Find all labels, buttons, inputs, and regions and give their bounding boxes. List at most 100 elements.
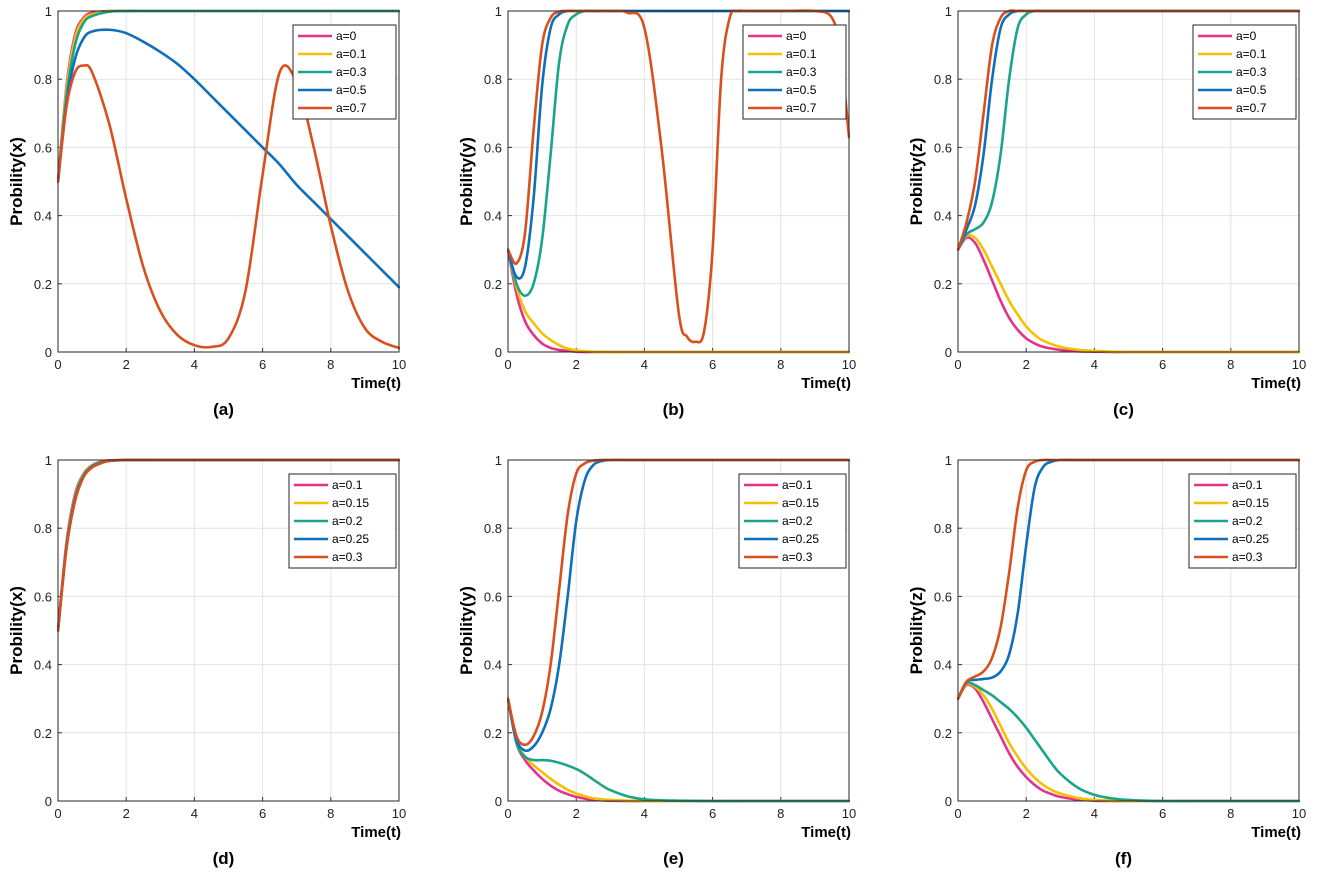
y-tick-label: 0 bbox=[45, 345, 52, 360]
legend-label: a=0.1 bbox=[782, 478, 813, 492]
legend-label: a=0.3 bbox=[1232, 550, 1263, 564]
x-tick-label: 4 bbox=[191, 806, 198, 821]
y-tick-label: 0.8 bbox=[34, 72, 52, 87]
y-tick-label: 0 bbox=[945, 345, 952, 360]
legend-label: a=0.15 bbox=[782, 496, 819, 510]
x-tick-label: 6 bbox=[709, 806, 716, 821]
chart-panel-e: 0 2 4 6 8 1000.20.40.60.81a=0.1a=0.15a=0.2a=0… bbox=[457, 453, 856, 868]
legend-label: a=0.1 bbox=[332, 478, 363, 492]
legend-label: a=0.2 bbox=[1232, 514, 1263, 528]
panel-label: (e) bbox=[663, 849, 684, 868]
legend-label: a=0.1 bbox=[786, 47, 817, 61]
x-axis-label: Time(t) bbox=[351, 824, 401, 841]
y-tick-label: 0.8 bbox=[484, 72, 502, 87]
x-tick-label: 6 bbox=[709, 357, 716, 372]
legend-label: a=0.1 bbox=[336, 47, 367, 61]
x-tick-label: 2 bbox=[573, 357, 580, 372]
y-tick-label: 0 bbox=[945, 794, 952, 809]
y-tick-label: 0.4 bbox=[34, 658, 52, 673]
legend-label: a=0.25 bbox=[332, 532, 369, 546]
y-tick-label: 0.2 bbox=[484, 726, 502, 741]
x-tick-label: 4 bbox=[1091, 357, 1098, 372]
legend-label: a=0.25 bbox=[782, 532, 819, 546]
x-tick-label: 0 bbox=[954, 357, 961, 372]
y-tick-label: 0.8 bbox=[34, 521, 52, 536]
legend-label: a=0 bbox=[336, 29, 357, 43]
panel-label: (f) bbox=[1115, 849, 1132, 868]
legend: a=0 a=0.1 a=0.3 a=0.5 a=0.7 bbox=[292, 24, 397, 120]
y-tick-label: 0.4 bbox=[34, 209, 52, 224]
legend-label: a=0.7 bbox=[1236, 101, 1267, 115]
x-tick-label: 4 bbox=[641, 806, 648, 821]
x-axis-label: Time(t) bbox=[801, 375, 851, 392]
y-tick-label: 0.4 bbox=[484, 209, 502, 224]
x-tick-label: 10 bbox=[1292, 357, 1306, 372]
chart-panel-f: 0 2 4 6 8 1000.20.40.60.81a=0.1a=0.15a=0.2a=0… bbox=[907, 453, 1306, 868]
x-tick-label: 8 bbox=[777, 806, 784, 821]
x-axis-label: Time(t) bbox=[351, 375, 401, 392]
x-tick-label: 10 bbox=[842, 806, 856, 821]
legend-label: a=0.5 bbox=[1236, 83, 1267, 97]
chart-panel-a: 0 2 4 6 8 1000.20.40.60.81a=0a=0.1a=0.3a=0.5a… bbox=[7, 4, 406, 419]
panel-label: (c) bbox=[1113, 400, 1134, 419]
y-tick-label: 0 bbox=[495, 794, 502, 809]
y-tick-label: 1 bbox=[945, 453, 952, 468]
x-tick-label: 6 bbox=[259, 806, 266, 821]
y-tick-label: 1 bbox=[45, 4, 52, 19]
legend-label: a=0.3 bbox=[332, 550, 363, 564]
x-tick-label: 2 bbox=[573, 806, 580, 821]
x-tick-label: 0 bbox=[54, 806, 61, 821]
y-tick-label: 0.4 bbox=[484, 658, 502, 673]
legend: a=0 a=0.1 a=0.3 a=0.5 a=0.7 bbox=[742, 24, 847, 120]
axes-box bbox=[507, 10, 850, 353]
legend-label: a=0.3 bbox=[336, 65, 367, 79]
legend-label: a=0.25 bbox=[1232, 532, 1269, 546]
legend-label: a=0.7 bbox=[786, 101, 817, 115]
y-tick-label: 0 bbox=[495, 345, 502, 360]
x-tick-label: 0 bbox=[954, 806, 961, 821]
legend-label: a=0 bbox=[1236, 29, 1257, 43]
legend: a=0.1 a=0.15 a=0.2 a=0.25 a=0.3 bbox=[1188, 473, 1297, 569]
x-tick-label: 4 bbox=[641, 357, 648, 372]
x-tick-label: 6 bbox=[259, 357, 266, 372]
y-tick-label: 0.6 bbox=[34, 589, 52, 604]
x-tick-label: 8 bbox=[1227, 357, 1234, 372]
y-tick-label: 0.2 bbox=[34, 726, 52, 741]
legend-label: a=0.2 bbox=[332, 514, 363, 528]
legend: a=0 a=0.1 a=0.3 a=0.5 a=0.7 bbox=[1192, 24, 1297, 120]
y-tick-label: 0.2 bbox=[934, 726, 952, 741]
x-tick-label: 10 bbox=[1292, 806, 1306, 821]
y-tick-label: 0.8 bbox=[484, 521, 502, 536]
x-tick-label: 6 bbox=[1159, 357, 1166, 372]
x-tick-label: 6 bbox=[1159, 806, 1166, 821]
y-tick-label: 0.8 bbox=[934, 521, 952, 536]
legend-label: a=0 bbox=[786, 29, 807, 43]
x-tick-label: 8 bbox=[777, 357, 784, 372]
y-tick-label: 1 bbox=[495, 453, 502, 468]
legend-label: a=0.1 bbox=[1232, 478, 1263, 492]
y-tick-label: 0 bbox=[45, 794, 52, 809]
y-tick-label: 0.6 bbox=[484, 140, 502, 155]
legend: a=0.1 a=0.15 a=0.2 a=0.25 a=0.3 bbox=[288, 473, 397, 569]
x-tick-label: 8 bbox=[1227, 806, 1234, 821]
y-tick-label: 1 bbox=[495, 4, 502, 19]
y-axis-label: Probility(z) bbox=[907, 138, 926, 226]
series-line-a=0.7 bbox=[57, 63, 400, 350]
panel-label: (a) bbox=[213, 400, 234, 419]
y-tick-label: 0.6 bbox=[934, 140, 952, 155]
x-tick-label: 0 bbox=[504, 806, 511, 821]
chart-panel-c: 0 2 4 6 8 1000.20.40.60.81a=0a=0.1a=0.3a=0.5a… bbox=[907, 4, 1306, 419]
y-axis-label: Probility(y) bbox=[457, 586, 476, 675]
legend-label: a=0.5 bbox=[336, 83, 367, 97]
axes-box bbox=[507, 459, 850, 802]
x-tick-label: 10 bbox=[842, 357, 856, 372]
axes-box bbox=[957, 459, 1300, 802]
axes-box bbox=[57, 10, 400, 353]
legend-label: a=0.3 bbox=[782, 550, 813, 564]
x-tick-label: 4 bbox=[191, 357, 198, 372]
x-tick-label: 8 bbox=[327, 357, 334, 372]
x-tick-label: 10 bbox=[392, 357, 406, 372]
legend-label: a=0.1 bbox=[1236, 47, 1267, 61]
y-axis-label: Probility(x) bbox=[7, 586, 26, 675]
